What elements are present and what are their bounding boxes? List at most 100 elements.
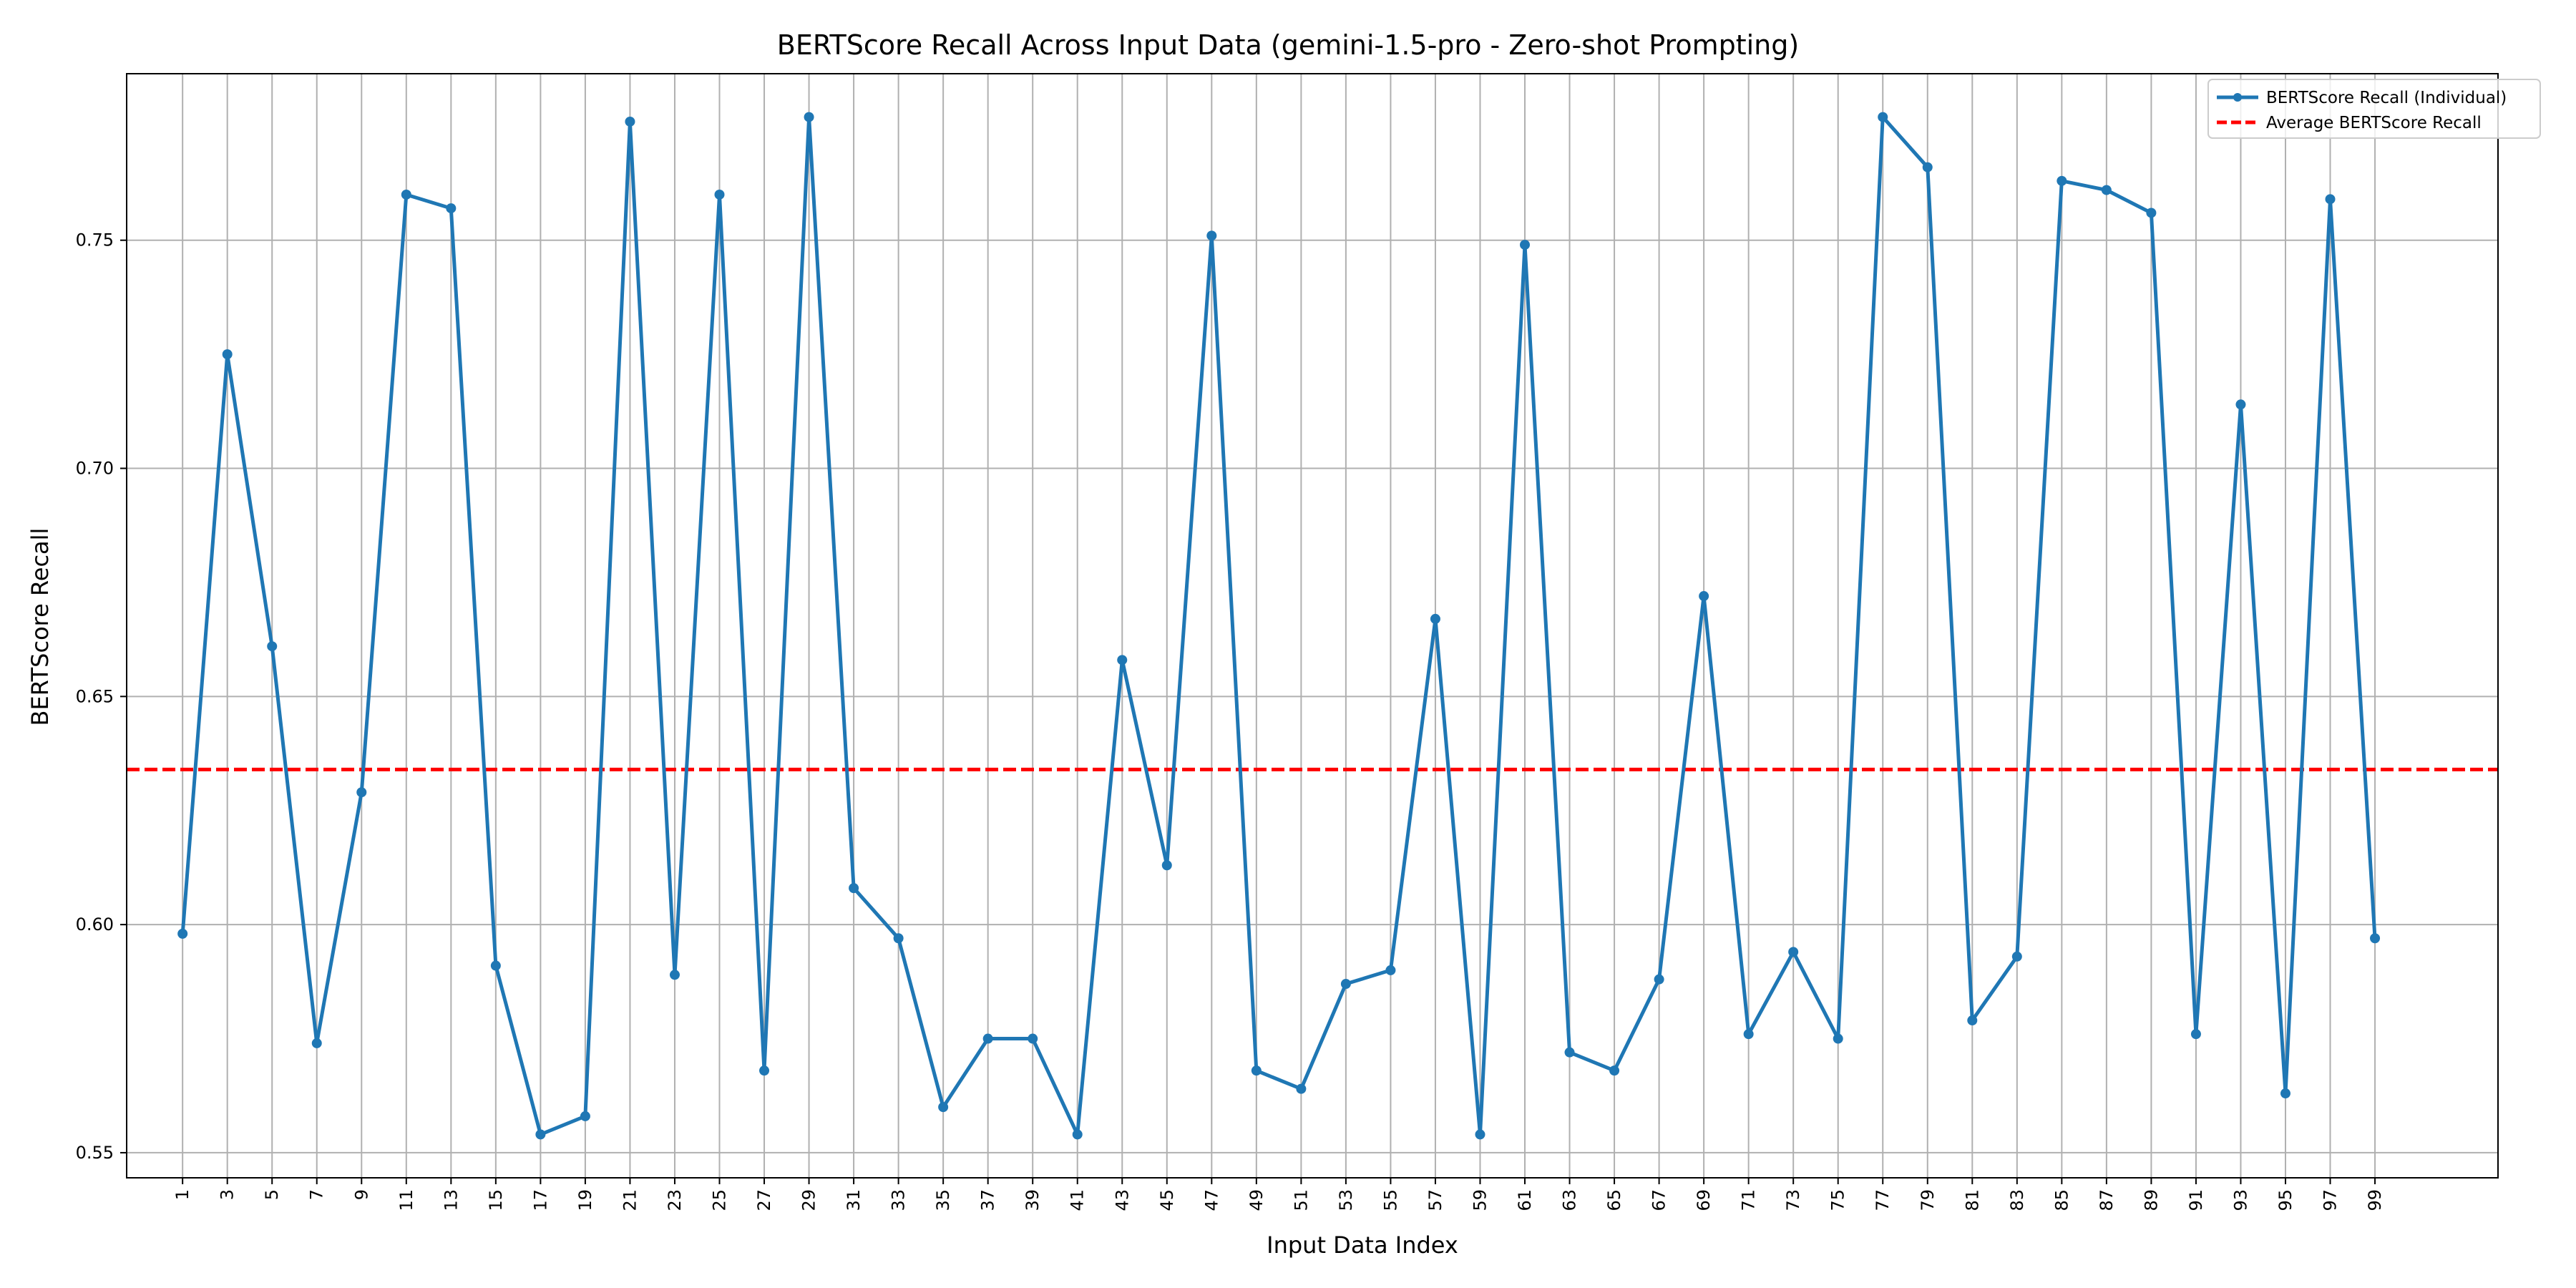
data-point [2325, 194, 2336, 205]
x-tick-label: 89 [2141, 1189, 2161, 1211]
x-tick-label: 17 [530, 1189, 550, 1211]
x-tick-label: 23 [665, 1189, 685, 1211]
x-tick-label: 41 [1068, 1189, 1088, 1211]
data-point [2280, 1088, 2290, 1099]
x-tick-label: 39 [1023, 1189, 1043, 1211]
x-tick-label: 11 [396, 1189, 416, 1211]
data-point [669, 970, 680, 980]
x-tick-label: 27 [754, 1189, 774, 1211]
data-point [1654, 974, 1664, 985]
x-tick-label: 85 [2051, 1189, 2072, 1211]
x-tick-label: 43 [1112, 1189, 1132, 1211]
legend-series-marker [2233, 93, 2242, 102]
x-tick-label: 35 [933, 1189, 953, 1211]
x-tick-label: 49 [1246, 1189, 1267, 1211]
data-point [1385, 965, 1396, 975]
data-point [1251, 1065, 1262, 1076]
data-point [1878, 112, 1888, 122]
x-tick-label: 83 [2007, 1189, 2027, 1211]
data-point [267, 641, 278, 652]
data-point [1967, 1015, 1978, 1026]
x-tick-label: 65 [1604, 1189, 1624, 1211]
y-axis-ticks: 0.55 0.60 0.65 0.70 0.75 [76, 230, 127, 1163]
data-point [2101, 185, 2112, 195]
x-tick-label: 57 [1425, 1189, 1445, 1211]
data-point [356, 787, 367, 798]
x-tick-label: 47 [1201, 1189, 1221, 1211]
data-point [849, 883, 859, 894]
grid [127, 74, 2498, 1178]
data-point [2190, 1029, 2201, 1040]
x-axis-ticks: 1 3 5 7 9 11 13 15 17 19 21 23 25 27 29 31 33 35 37 39 41 43 4… [172, 1178, 2385, 1211]
data-point [2235, 399, 2246, 410]
x-tick-label: 73 [1783, 1189, 1803, 1211]
x-tick-label: 87 [2097, 1189, 2117, 1211]
x-tick-label: 37 [978, 1189, 998, 1211]
series-layer [177, 112, 2381, 1140]
data-point [580, 1111, 590, 1121]
data-point [1072, 1129, 1083, 1140]
y-tick-label: 0.65 [76, 686, 114, 706]
data-point [804, 112, 814, 122]
plot-frame [126, 73, 2499, 1179]
x-tick-label: 13 [441, 1189, 461, 1211]
x-tick-label: 75 [1828, 1189, 1848, 1211]
x-tick-label: 99 [2365, 1189, 2385, 1211]
x-tick-label: 1 [172, 1189, 192, 1200]
data-point [1743, 1029, 1754, 1040]
x-tick-label: 97 [2321, 1189, 2341, 1211]
data-point [2057, 175, 2067, 186]
x-tick-label: 33 [889, 1189, 909, 1211]
legend-box [2207, 79, 2541, 139]
data-point [446, 203, 457, 214]
x-tick-label: 69 [1694, 1189, 1714, 1211]
x-tick-label: 9 [351, 1189, 371, 1200]
chart-title: BERTScore Recall Across Input Data (gemi… [777, 29, 1799, 61]
data-point [1833, 1033, 1843, 1044]
x-tick-label: 63 [1560, 1189, 1580, 1211]
x-tick-label: 77 [1873, 1189, 1893, 1211]
x-tick-label: 15 [486, 1189, 506, 1211]
data-point [401, 189, 411, 200]
x-tick-label: 5 [262, 1189, 282, 1200]
data-point [2370, 933, 2381, 944]
x-tick-label: 59 [1470, 1189, 1490, 1211]
x-tick-label: 25 [710, 1189, 730, 1211]
x-tick-label: 71 [1739, 1189, 1759, 1211]
data-point [982, 1033, 993, 1044]
data-point [222, 349, 233, 360]
data-point [2011, 951, 2022, 962]
x-tick-label: 55 [1380, 1189, 1400, 1211]
x-tick-label: 19 [575, 1189, 595, 1211]
data-point [311, 1038, 322, 1048]
x-tick-label: 81 [1962, 1189, 1982, 1211]
data-point [1922, 162, 1933, 172]
data-point [1564, 1047, 1575, 1058]
x-tick-label: 79 [1918, 1189, 1938, 1211]
series-line [180, 115, 2377, 1136]
x-tick-label: 29 [799, 1189, 819, 1211]
data-point [759, 1065, 770, 1076]
data-point [1430, 613, 1440, 624]
x-tick-label: 3 [218, 1189, 238, 1200]
x-axis-label: Input Data Index [1267, 1231, 1458, 1259]
data-point [177, 928, 188, 939]
x-tick-label: 95 [2275, 1189, 2296, 1211]
x-tick-label: 61 [1515, 1189, 1535, 1211]
y-axis-label: BERTScore Recall [26, 528, 54, 726]
data-point [625, 116, 635, 127]
data-point [1699, 591, 1709, 602]
x-tick-label: 45 [1157, 1189, 1177, 1211]
data-point [1340, 979, 1351, 990]
data-point [893, 933, 904, 944]
x-tick-label: 21 [620, 1189, 640, 1211]
data-point [1609, 1065, 1620, 1076]
data-point [490, 960, 501, 971]
data-point [1520, 240, 1531, 250]
data-point [1296, 1083, 1307, 1094]
x-tick-label: 67 [1649, 1189, 1669, 1211]
data-point [1117, 655, 1128, 665]
data-point [714, 189, 725, 200]
data-point [535, 1129, 546, 1140]
